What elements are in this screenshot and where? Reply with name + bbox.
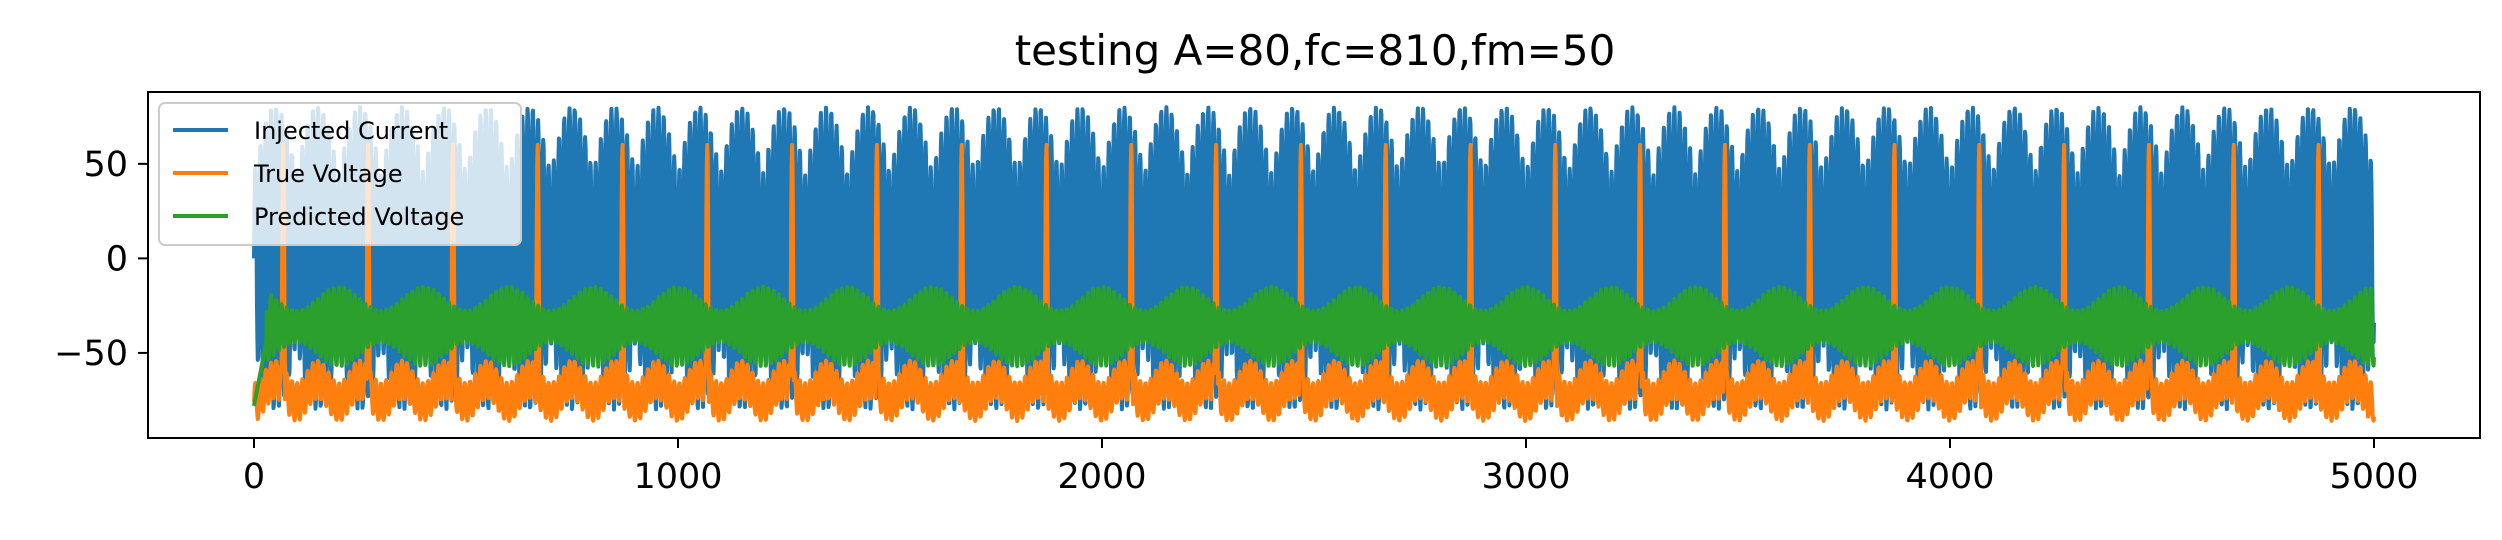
legend-label-injected-current: Injected Current: [254, 117, 448, 145]
x-axis: 0 1000 2000 3000 4000 5000: [243, 438, 2419, 497]
x-tick-label: 5000: [2329, 457, 2418, 497]
y-axis: −50 0 50: [54, 145, 148, 374]
x-tick-label: 4000: [1905, 457, 1994, 497]
legend: Injected Current True Voltage Predicted …: [158, 102, 522, 246]
plot-lines: [252, 105, 2376, 423]
y-tick-label: 50: [83, 145, 128, 185]
chart-title: testing A=80,fc=810,fm=50: [1015, 26, 1616, 75]
plot-frame: [147, 91, 2481, 439]
series-line-true-voltage: [252, 142, 2376, 423]
series-line-predicted-voltage: [252, 284, 2376, 407]
x-tick-label: 1000: [633, 457, 722, 497]
y-tick-label: 0: [106, 239, 128, 279]
series-line-injected-current: [252, 105, 2376, 412]
legend-label-predicted-voltage: Predicted Voltage: [254, 203, 464, 231]
legend-box: [158, 102, 522, 246]
y-tick-label: −50: [54, 334, 128, 374]
legend-label-true-voltage: True Voltage: [253, 160, 403, 188]
x-tick-label: 2000: [1057, 457, 1146, 497]
x-tick-label: 3000: [1481, 457, 1570, 497]
x-tick-label: 0: [243, 457, 265, 497]
